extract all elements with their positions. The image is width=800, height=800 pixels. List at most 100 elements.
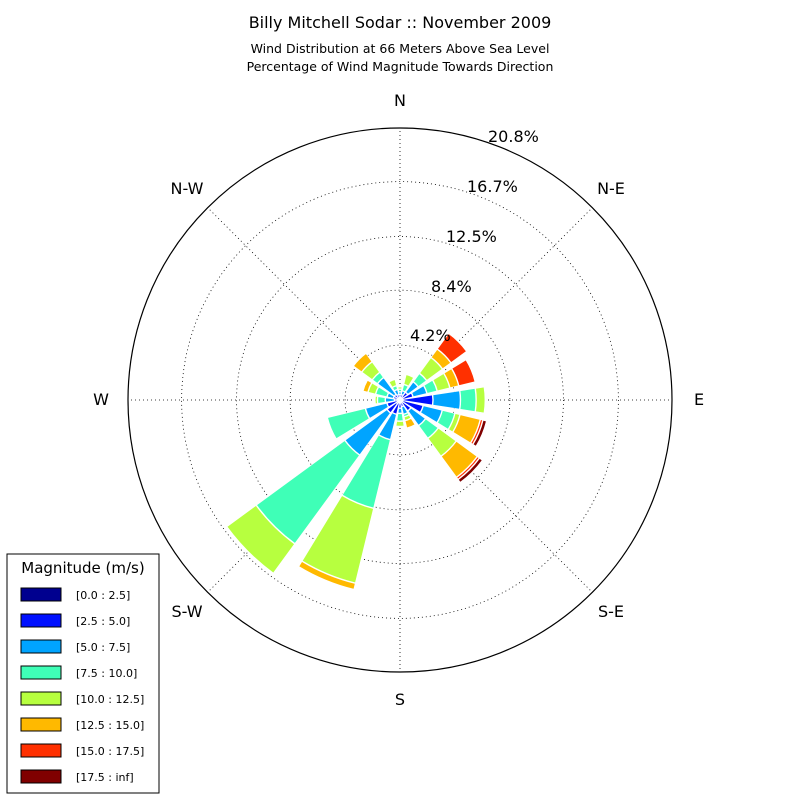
direction-label: S-E	[598, 602, 624, 621]
wedge-segment	[396, 394, 401, 399]
wedge-segment	[405, 381, 419, 395]
wedge-segment	[397, 389, 403, 393]
wedge-segment	[407, 407, 426, 426]
chart-subtitle-line-1: Wind Distribution at 66 Meters Above Sea…	[251, 41, 550, 56]
wedge-segment	[401, 384, 409, 393]
legend-label: [0.0 : 2.5]	[76, 589, 130, 602]
wedge-segment	[432, 372, 451, 392]
legend-label: [2.5 : 5.0]	[76, 615, 130, 628]
wedge-segment	[400, 402, 404, 407]
legend-label: [10.0 : 12.5]	[76, 693, 144, 706]
wedge-segment	[443, 368, 459, 389]
legend: Magnitude (m/s) [0.0 : 2.5] [2.5 : 5.0] [5…	[6, 553, 160, 794]
wedge-segment	[378, 412, 397, 440]
legend-swatch	[20, 665, 62, 680]
direction-label: W	[93, 390, 109, 409]
legend-swatch	[20, 743, 62, 758]
wedge-segment	[344, 409, 391, 456]
wedge-segment	[401, 401, 412, 412]
angular-gridline	[399, 399, 593, 593]
wedge-segment	[400, 390, 406, 396]
wedge-segment	[403, 412, 410, 418]
radial-tick-label: 20.8%	[488, 127, 539, 146]
wedge-segment	[397, 407, 403, 414]
wedge-segment	[397, 386, 403, 390]
legend-title: Magnitude (m/s)	[21, 559, 144, 577]
wedge-segment	[374, 395, 378, 405]
wedge-segment	[402, 392, 414, 400]
legend-label: [7.5 : 10.0]	[76, 667, 137, 680]
wedge-segment	[436, 332, 468, 364]
direction-label: N-W	[171, 179, 204, 198]
direction-label: N	[394, 91, 406, 110]
wedge-segment	[472, 419, 487, 447]
legend-label: [12.5 : 15.0]	[76, 719, 144, 732]
radial-gridline	[289, 289, 511, 511]
legend-swatch	[20, 613, 62, 628]
wedge-segment	[432, 390, 461, 410]
legend-swatch	[20, 691, 62, 706]
wedge-segment	[440, 440, 478, 478]
radial-tick-label: 16.7%	[467, 177, 518, 196]
polar-plot-area: 4.2% 8.4% 12.5% 16.7% 20.8% N N-E E S-E S S-W W N-W	[93, 91, 704, 709]
angular-gridline	[207, 207, 401, 401]
wedge-segment	[420, 405, 443, 423]
wedge-segment	[367, 382, 379, 395]
wedge-segment	[396, 413, 404, 422]
wedge-segment	[375, 386, 389, 398]
wedge-segment	[402, 394, 434, 406]
chart-subtitle-line-2: Percentage of Wind Magnitude Towards Dir…	[247, 59, 554, 74]
wedge-segment	[398, 398, 401, 401]
wedge-segment	[394, 394, 399, 399]
wedge-segment	[391, 402, 400, 415]
wedge-segment	[475, 386, 486, 414]
legend-swatch	[20, 769, 62, 784]
wedge-segment	[327, 408, 370, 440]
direction-label: E	[694, 390, 704, 409]
legend-swatch	[20, 717, 62, 732]
wedge-segment	[325, 417, 337, 440]
wedge-segment	[394, 389, 400, 396]
wedge-segment	[456, 456, 480, 480]
wedge-segment	[401, 392, 408, 399]
wedge-segment	[372, 372, 384, 384]
wedge-segment	[398, 391, 402, 395]
wedge-segment	[377, 396, 386, 404]
wedge-segment	[411, 385, 428, 398]
wedge-segment	[391, 385, 398, 392]
wedge-segment	[226, 504, 296, 574]
radial-tick-label: 8.4%	[431, 277, 472, 296]
wedge-segment	[451, 359, 476, 387]
radial-gridline	[236, 236, 564, 564]
wedge-segment	[427, 427, 457, 457]
wedge-segment	[423, 379, 438, 394]
legend-label: [15.0 : 17.5]	[76, 745, 144, 758]
legend-label: [5.0 : 7.5]	[76, 641, 130, 654]
angular-gridline	[399, 207, 593, 401]
wedge-segment	[386, 402, 398, 414]
wedge-segment	[393, 396, 399, 401]
wedge-segment	[404, 417, 416, 429]
wedge-segment	[412, 373, 427, 388]
direction-label: N-E	[597, 179, 625, 198]
wedge-segment	[419, 357, 443, 381]
wedge-segment	[385, 397, 395, 403]
wedge-segment	[402, 400, 424, 413]
wedge-segment	[301, 494, 375, 584]
wedge-segment	[361, 361, 381, 381]
wedge-segment	[470, 419, 484, 445]
radial-tick-label: 12.5%	[446, 227, 497, 246]
wedge-segment	[255, 439, 361, 545]
wedge-segment	[399, 394, 404, 399]
wedge-segment	[436, 409, 456, 430]
wedge-segment	[418, 418, 439, 439]
legend-swatch	[20, 587, 62, 602]
wedge-segment	[398, 402, 402, 409]
polar-frame	[127, 127, 673, 673]
wedge-segment	[298, 560, 356, 590]
radial-gridline	[181, 181, 619, 619]
direction-label: S	[395, 690, 405, 709]
wedge-segment	[403, 374, 415, 387]
wedge-segment	[365, 402, 389, 419]
